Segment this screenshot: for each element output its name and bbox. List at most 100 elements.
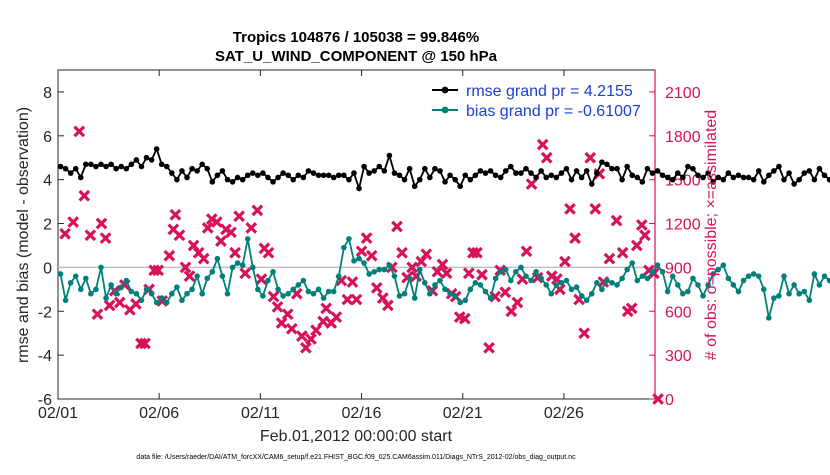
bias-point	[62, 297, 69, 304]
bias-point	[578, 293, 585, 299]
rmse-point	[300, 174, 307, 181]
bias-point	[811, 271, 818, 277]
obs-count-marker	[215, 235, 227, 247]
bias-point	[351, 258, 357, 264]
rmse-point	[72, 165, 79, 172]
rmse-point	[518, 170, 524, 176]
rmse-point	[270, 179, 276, 185]
obs-count-marker	[511, 296, 524, 309]
bias-point	[371, 268, 378, 275]
bias-point	[184, 290, 190, 297]
legend-bias-label: bias grand pr = -0.61007	[466, 103, 641, 120]
bias-point	[113, 290, 119, 297]
bias-point	[320, 295, 327, 301]
obs-count-marker	[346, 276, 359, 288]
rmse-point	[214, 172, 221, 179]
x-tick-label: 02/01	[38, 405, 78, 422]
obs-count-marker	[406, 261, 419, 274]
rmse-point	[543, 174, 550, 181]
bias-point	[553, 282, 560, 288]
rmse-point	[548, 172, 555, 179]
bias-point	[705, 282, 711, 288]
rmse-point	[750, 176, 757, 183]
rmse-point	[594, 170, 600, 176]
obs-count-marker	[201, 222, 214, 234]
bias-point	[285, 290, 291, 297]
rmse-point	[346, 176, 352, 183]
rmse-point	[533, 174, 539, 181]
x-tick-label: 02/16	[342, 405, 382, 422]
bias-point	[214, 255, 221, 262]
rmse-point	[735, 172, 742, 179]
bias-point	[270, 268, 276, 275]
bias-point	[260, 293, 266, 299]
rmse-point	[725, 170, 732, 176]
rmse-point	[153, 146, 160, 152]
y-left-tick-label: 6	[43, 129, 52, 146]
legend-rmse-marker	[441, 86, 449, 94]
rmse-point	[700, 174, 706, 181]
bias-point	[199, 290, 205, 297]
bias-point	[720, 262, 727, 269]
bias-point	[750, 271, 757, 277]
bias-point	[791, 282, 797, 288]
rmse-point	[821, 172, 828, 179]
obs-count-marker	[113, 296, 126, 309]
bias-point	[508, 277, 514, 284]
obs-count-marker	[295, 330, 308, 342]
bias-point	[83, 275, 89, 282]
y-right-tick-label: 2100	[665, 85, 701, 102]
rmse-point	[578, 174, 585, 181]
obs-count-marker	[305, 333, 317, 345]
rmse-point	[396, 172, 403, 179]
obs-count-marker	[652, 393, 664, 405]
rmse-point	[163, 163, 170, 170]
bias-point	[169, 290, 175, 297]
y-right-tick-label: 1200	[665, 217, 701, 234]
obs-count-marker	[462, 267, 475, 280]
bias-point	[234, 260, 241, 266]
bias-point	[416, 266, 423, 273]
rmse-point	[123, 165, 130, 172]
bias-point	[801, 288, 808, 295]
rmse-point	[654, 168, 661, 174]
obs-count-marker	[267, 290, 280, 303]
rmse-point	[133, 157, 140, 163]
obs-count-marker	[310, 324, 322, 337]
rmse-point	[791, 181, 797, 187]
obs-count-marker	[169, 208, 182, 221]
bias-point	[93, 286, 99, 293]
obs-count-marker	[391, 220, 403, 233]
obs-count-marker	[639, 229, 651, 242]
bias-point	[376, 266, 383, 273]
bias-point	[265, 277, 271, 284]
bias-point	[437, 277, 443, 284]
bias-point	[700, 293, 706, 299]
bias-point	[538, 275, 544, 282]
obs-count-marker	[139, 337, 151, 350]
bias-point	[609, 279, 615, 286]
bias-point	[335, 273, 342, 279]
rmse-point	[98, 161, 104, 168]
rmse-point	[806, 168, 813, 174]
rmse-point	[695, 172, 701, 179]
rmse-point	[604, 161, 610, 168]
bias-point	[487, 295, 494, 301]
obs-count-marker	[635, 219, 648, 231]
rmse-point	[487, 168, 494, 174]
legend-bias-marker	[441, 106, 449, 114]
y-right-tick-label: 1800	[665, 129, 701, 146]
obs-count-marker	[584, 151, 597, 164]
bias-point	[118, 284, 125, 290]
obs-count-marker	[317, 315, 329, 328]
bias-point	[330, 288, 337, 295]
y-left-tick-label: 8	[43, 85, 52, 102]
rmse-point	[674, 170, 681, 176]
rmse-point	[462, 172, 469, 179]
rmse-point	[265, 174, 271, 181]
rmse-point	[482, 170, 489, 176]
obs-count-marker	[275, 317, 288, 329]
obs-count-marker	[350, 293, 363, 306]
obs-count-marker	[483, 341, 495, 354]
